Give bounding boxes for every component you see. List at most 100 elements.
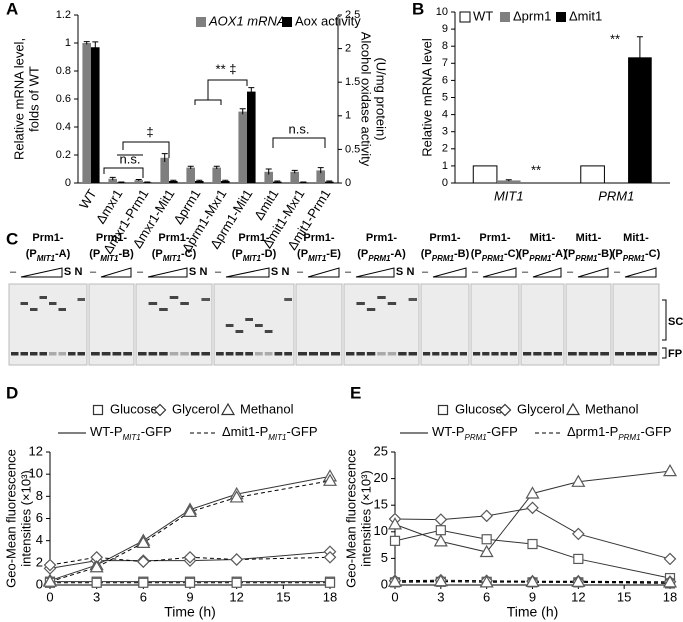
marker (435, 525, 446, 536)
group-label: (PPRM1-B) (564, 248, 613, 263)
error-bar (109, 176, 116, 181)
gel-band (459, 352, 467, 356)
panel-letter: C (6, 229, 18, 248)
y2-tick-label: 0.5 (345, 143, 360, 155)
x-tick-label: PRM1 (598, 188, 634, 203)
marker (433, 574, 448, 587)
lane-label: N (75, 266, 83, 278)
marker (183, 550, 197, 564)
gel-band (568, 352, 577, 356)
y-tick-label: 8 (442, 40, 448, 52)
gel-image (565, 283, 612, 366)
annotation: n.s. (120, 151, 141, 166)
error-bar (187, 165, 194, 169)
panel-letter: B (412, 0, 424, 18)
group-label: Prm1- (96, 232, 128, 244)
group-label-sub: MIT1 (243, 254, 262, 263)
group-label-sub: PRM1 (482, 254, 505, 263)
lane-label: – (422, 266, 429, 278)
annotation: ** (610, 31, 620, 46)
legend-label: Glycerol (172, 401, 220, 416)
series-line (394, 470, 671, 553)
error-bar (248, 87, 255, 96)
legend-swatch (500, 12, 510, 22)
group-label-part: (P (612, 248, 623, 260)
y-tick-label: 0 (442, 177, 448, 189)
lane-label: – (345, 266, 352, 278)
x-tick-label: 6 (483, 589, 490, 604)
x-tick-label: 15 (276, 589, 290, 604)
gel-band (600, 352, 609, 356)
group-label-part: -B) (597, 248, 613, 260)
marker (434, 513, 448, 526)
legend-swatch (196, 17, 206, 27)
bar (316, 170, 325, 183)
error-bar (161, 153, 168, 162)
group-label-part: (P (518, 248, 529, 260)
lane-label: N (407, 266, 415, 278)
y-tick-label: 2 (442, 143, 448, 155)
gel-band (159, 308, 168, 311)
group-label-part: (P (564, 248, 575, 260)
x-tick-label: 9 (529, 589, 536, 604)
y-tick-label: 0 (65, 177, 71, 189)
gel-band (255, 324, 263, 327)
marker (433, 534, 448, 547)
group-label-part: (P (421, 248, 432, 260)
gel-band (441, 352, 449, 356)
panel-letter: A (6, 0, 18, 18)
gel-band (235, 352, 244, 356)
y-axis-label: intensities (×10³) (358, 470, 373, 566)
group-label-part: (P (26, 248, 37, 260)
group-label: (PPRM1-A) (518, 248, 567, 263)
y-tick-label: 0 (36, 576, 43, 591)
bar (91, 47, 100, 184)
legend-label: WT-PPRM1-GFP (432, 424, 518, 441)
group-label-part: -B) (118, 248, 134, 260)
gel-band (553, 352, 562, 356)
legend-label: Δprm1-PPRM1-GFP (567, 424, 672, 441)
gel-band (500, 352, 508, 356)
gel-band (377, 296, 386, 299)
lane-label: – (215, 266, 222, 278)
gel-band (377, 352, 386, 356)
gel-band (298, 352, 307, 356)
x-tick-label: 9 (186, 589, 193, 604)
titration-wedge (532, 267, 562, 278)
group-label-part: (P (89, 248, 100, 260)
error-bar (274, 180, 281, 183)
gel-band (148, 302, 158, 305)
y-axis-label: Geo-Mean fluorescence (3, 449, 18, 588)
gel-band (523, 352, 532, 356)
gel-band (138, 352, 147, 356)
gel-image (88, 283, 135, 366)
titration-wedge (624, 267, 657, 278)
marker (663, 552, 677, 566)
gel-band (264, 352, 273, 356)
gel-image (8, 283, 88, 366)
bar (472, 165, 498, 184)
y-tick-label: 25 (374, 443, 388, 458)
legend-label-part: WT-P (90, 424, 123, 439)
lane-label: S (189, 266, 196, 278)
legend-label: Δmit1-PMIT1-GFP (222, 424, 318, 441)
marker (573, 553, 584, 565)
group-label-sub: PRM1 (368, 254, 391, 263)
gel-band (408, 298, 417, 301)
x-tick-label: 0 (46, 589, 53, 604)
error-bar (265, 168, 272, 175)
lane-label: – (567, 266, 574, 278)
series-line (49, 556, 331, 566)
marker (662, 575, 678, 588)
gel-band (245, 318, 253, 321)
bar (160, 157, 169, 183)
bar (264, 171, 273, 183)
error-bar (92, 41, 99, 53)
band-label: SC (668, 316, 683, 328)
error-bar (636, 36, 643, 78)
gel-band (39, 296, 47, 299)
x-axis-label: Time (h) (507, 604, 559, 620)
gel-band (331, 352, 340, 356)
series-line (394, 507, 671, 560)
legend-label: Methanol (240, 401, 294, 416)
